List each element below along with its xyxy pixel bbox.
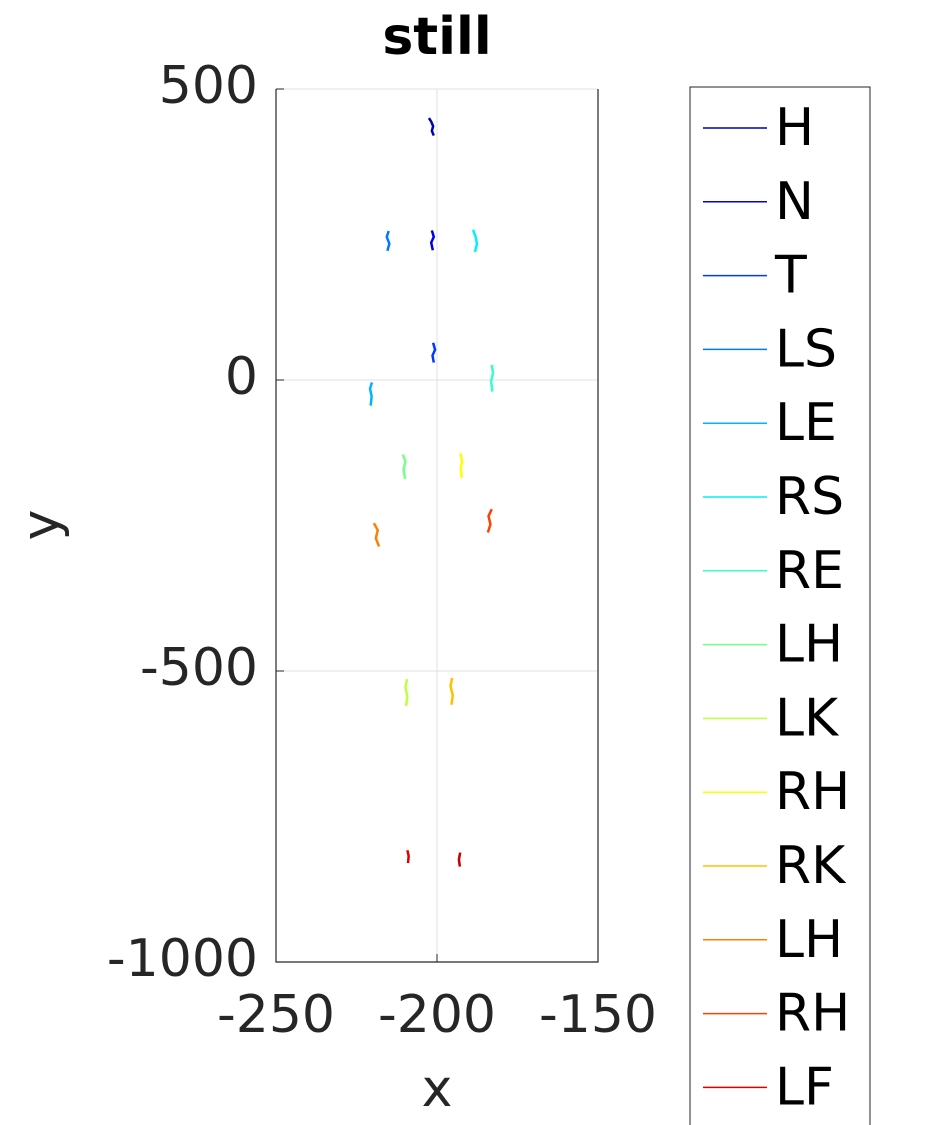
data-line — [486, 508, 493, 533]
data-line — [449, 677, 455, 705]
x-axis-label: x — [422, 1059, 453, 1119]
legend-box — [689, 86, 871, 1125]
x-tick-label: -200 — [378, 985, 496, 1045]
legend-label: T — [774, 246, 807, 306]
chart-title: still — [382, 7, 491, 67]
x-tick-label: -250 — [217, 985, 335, 1045]
axes-box — [275, 89, 599, 963]
legend-label: LS — [775, 319, 837, 379]
data-line — [406, 849, 410, 864]
legend-label: LH — [775, 910, 843, 970]
data-line — [427, 117, 435, 137]
legend-label: RS — [775, 467, 844, 527]
legend-label: LH — [775, 615, 843, 675]
legend-label: RK — [775, 836, 847, 896]
data-line — [471, 229, 479, 253]
y-tick-label: 0 — [225, 347, 258, 407]
data-line — [457, 852, 462, 867]
data-line — [385, 230, 391, 252]
y-tick-label: -1000 — [107, 929, 258, 989]
legend-label: RH — [775, 984, 850, 1044]
x-tick-label: -150 — [539, 985, 657, 1045]
y-axis-label: y — [11, 510, 71, 541]
legend-label: H — [775, 98, 814, 158]
legend-label: LF — [775, 1057, 834, 1117]
legend-label: RE — [775, 541, 844, 601]
data-line — [458, 452, 464, 478]
data-line — [404, 678, 409, 707]
data-line — [368, 381, 374, 406]
data-line — [429, 230, 436, 251]
legend-label: N — [775, 172, 814, 232]
data-line — [401, 454, 407, 480]
data-line — [431, 342, 437, 363]
legend-label: LK — [775, 688, 840, 748]
y-tick-label: 500 — [159, 56, 258, 116]
y-tick-label: -500 — [140, 638, 258, 698]
data-line — [489, 364, 495, 392]
legend-label: LE — [775, 393, 837, 453]
legend-label: RH — [775, 762, 850, 822]
data-line — [372, 522, 381, 547]
